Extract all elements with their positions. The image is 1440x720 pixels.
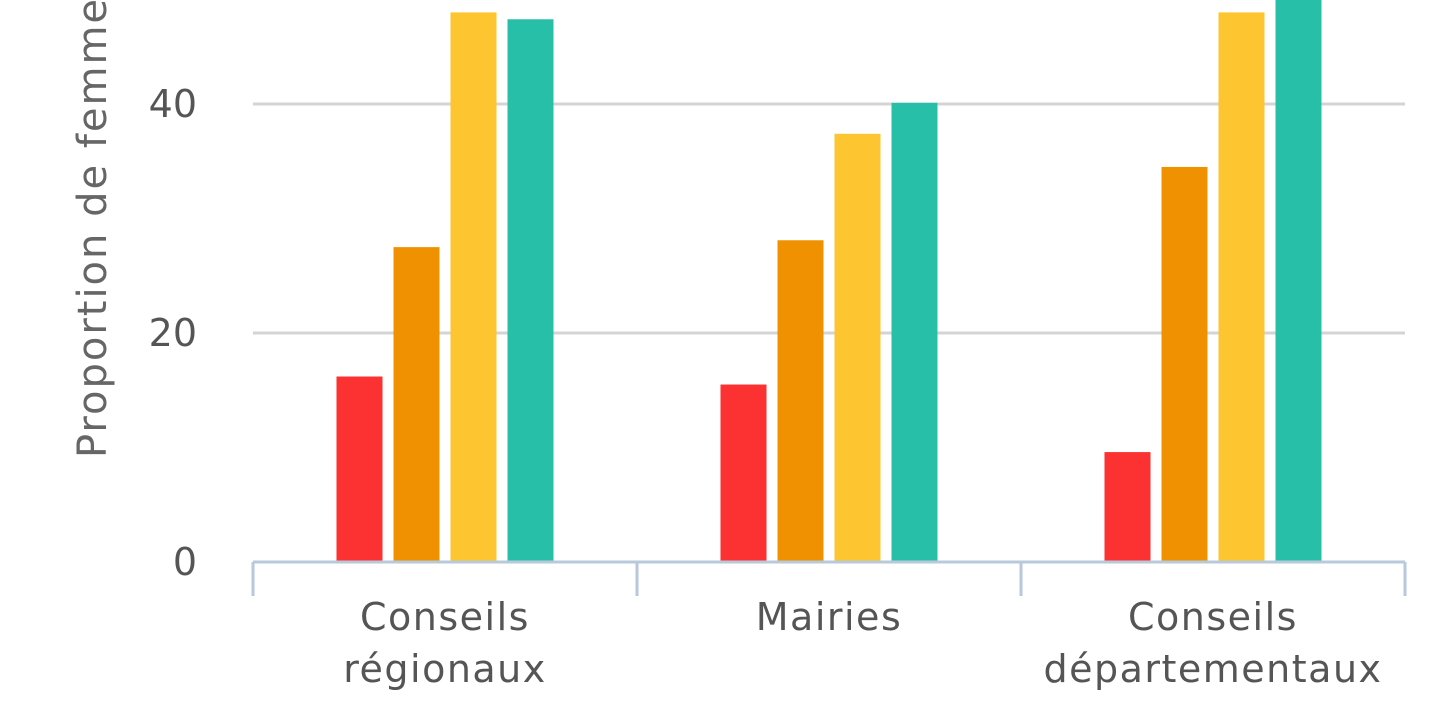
bars bbox=[336, 0, 1322, 562]
x-category-label-line: régionaux bbox=[343, 647, 547, 691]
bar bbox=[1218, 12, 1265, 562]
x-category-label-line: départementaux bbox=[1043, 647, 1382, 691]
x-axis bbox=[251, 560, 1407, 596]
bar bbox=[450, 12, 497, 562]
bar bbox=[1104, 452, 1151, 562]
x-category-label: Conseils régionaux bbox=[343, 595, 547, 691]
x-category-label: Mairies bbox=[756, 595, 903, 639]
y-axis-title: Proportion de femmes bbox=[70, 0, 116, 458]
y-tick-label: 0 bbox=[173, 540, 197, 584]
bar bbox=[891, 102, 938, 562]
gridlines bbox=[253, 102, 1405, 335]
x-category-label-line: Mairies bbox=[756, 595, 903, 639]
bar bbox=[777, 240, 824, 562]
x-category-label-line: Conseils bbox=[360, 595, 530, 639]
bar bbox=[1275, 0, 1322, 562]
bar bbox=[393, 247, 440, 562]
x-axis-labels: Conseils régionaux Mairies Conseils départem… bbox=[343, 595, 1382, 691]
y-axis-ticks: 0 20 40 bbox=[149, 82, 197, 584]
bar bbox=[1161, 166, 1208, 562]
x-category-label-line: Conseils bbox=[1128, 595, 1298, 639]
x-category-label: Conseils départementaux bbox=[1043, 595, 1382, 691]
bar bbox=[834, 133, 881, 562]
bar bbox=[336, 376, 383, 562]
bar bbox=[507, 19, 554, 562]
y-tick-label: 40 bbox=[149, 82, 197, 126]
y-tick-label: 20 bbox=[149, 311, 197, 355]
bar bbox=[720, 384, 767, 562]
